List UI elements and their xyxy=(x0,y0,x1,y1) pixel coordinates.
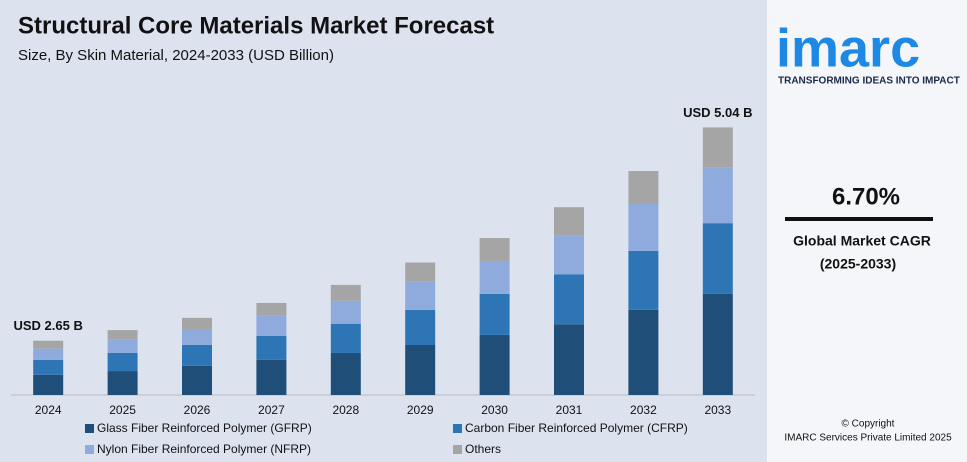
bar-segment xyxy=(182,365,212,395)
bar-segment xyxy=(628,171,659,205)
cagr-label: Global Market CAGR xyxy=(793,233,931,249)
legend-label: Nylon Fiber Reinforced Polymer (NFRP) xyxy=(97,442,311,456)
x-tick-label: 2031 xyxy=(556,403,583,417)
chart-title: Structural Core Materials Market Forecas… xyxy=(18,12,494,39)
bar-segment xyxy=(182,344,212,366)
x-tick-label: 2025 xyxy=(109,403,136,417)
bar-segment xyxy=(405,262,436,282)
side-panel xyxy=(767,0,967,462)
bar-segment xyxy=(182,329,212,345)
x-tick-label: 2027 xyxy=(258,403,285,417)
legend-label: Others xyxy=(465,442,501,456)
bar-segment xyxy=(554,235,584,275)
x-tick-label: 2026 xyxy=(184,403,211,417)
divider xyxy=(785,217,933,221)
bar-segment xyxy=(256,315,287,336)
tagline: TRANSFORMING IDEAS INTO IMPACT xyxy=(778,76,960,87)
bar-segment xyxy=(330,323,361,353)
bar-segment xyxy=(256,359,287,395)
bar-segment xyxy=(33,374,64,395)
bar-segment xyxy=(330,352,361,395)
bar-segment xyxy=(554,324,584,395)
bar-segment xyxy=(256,335,287,360)
bar-segment xyxy=(702,293,733,395)
legend-label: Glass Fiber Reinforced Polymer (GFRP) xyxy=(97,421,312,435)
bar-segment xyxy=(405,309,436,345)
bar-segment xyxy=(554,207,584,236)
x-tick-label: 2033 xyxy=(704,403,731,417)
bar-segment xyxy=(702,167,733,224)
x-tick-label: 2032 xyxy=(630,403,657,417)
bar-segment xyxy=(702,127,733,168)
bar-segment xyxy=(182,317,212,330)
logo: imarc xyxy=(776,18,920,78)
bar-segment xyxy=(479,238,510,261)
x-tick-label: 2030 xyxy=(481,403,508,417)
legend-swatch xyxy=(85,445,94,454)
bar-segment xyxy=(628,204,659,251)
legend-label: Carbon Fiber Reinforced Polymer (CFRP) xyxy=(465,421,688,435)
cagr-period: (2025-2033) xyxy=(820,256,896,272)
bar-segment xyxy=(33,340,64,349)
company: IMARC Services Private Limited 2025 xyxy=(784,433,952,444)
bar-segment xyxy=(479,334,510,395)
bar-segment xyxy=(628,309,659,395)
x-tick-label: 2024 xyxy=(35,403,62,417)
annotation: USD 5.04 B xyxy=(683,105,752,120)
bar-segment xyxy=(330,284,361,301)
copyright: © Copyright xyxy=(842,419,895,430)
legend-swatch xyxy=(453,445,462,454)
cagr-value: 6.70% xyxy=(832,183,900,210)
bar-segment xyxy=(107,371,138,395)
bar-segment xyxy=(628,250,659,310)
bar-segment xyxy=(702,223,733,294)
bar-segment xyxy=(479,260,510,294)
bar-segment xyxy=(107,352,138,372)
bar-segment xyxy=(107,330,138,340)
bar-segment xyxy=(107,339,138,353)
bar-segment xyxy=(554,274,584,325)
x-tick-label: 2029 xyxy=(407,403,434,417)
annotation: USD 2.65 B xyxy=(14,318,83,333)
bar-segment xyxy=(405,281,436,310)
bar-segment xyxy=(405,344,436,395)
x-tick-label: 2028 xyxy=(332,403,359,417)
chart-subtitle: Size, By Skin Material, 2024-2033 (USD B… xyxy=(18,47,334,64)
legend-swatch xyxy=(453,424,462,433)
legend-swatch xyxy=(85,424,94,433)
bar-segment xyxy=(33,359,64,375)
bar-segment xyxy=(33,348,64,360)
bar-segment xyxy=(330,300,361,324)
bar-segment xyxy=(256,302,287,316)
bar-segment xyxy=(479,293,510,335)
